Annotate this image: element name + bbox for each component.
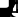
- Line: Ethyl furoate: Ethyl furoate: [0, 6, 18, 17]
- Line: EA-PIBA: EA-PIBA: [0, 2, 18, 17]
- Ethyl nicotinate: [10, 9, 11, 10]
- Line: Kero-Dye(oil orange): Kero-Dye(oil orange): [0, 4, 8, 16]
- Line: Ethyl nicotinate: Ethyl nicotinate: [0, 3, 18, 17]
- Line: Dye(oil orange)--PIB: Dye(oil orange)--PIB: [0, 2, 10, 17]
- Line: mPIB-Ethanol: mPIB-Ethanol: [0, 0, 13, 17]
- Line: DMC: CPD: DMC: CPD: [0, 4, 18, 17]
- Legend: DMC: CPD, Ethyl nicotinate, Ethyl furoate, Dye(oil orange)--PIB, EA-PIBA, Kero-D: DMC: CPD, Ethyl nicotinate, Ethyl furoat…: [0, 0, 8, 8]
